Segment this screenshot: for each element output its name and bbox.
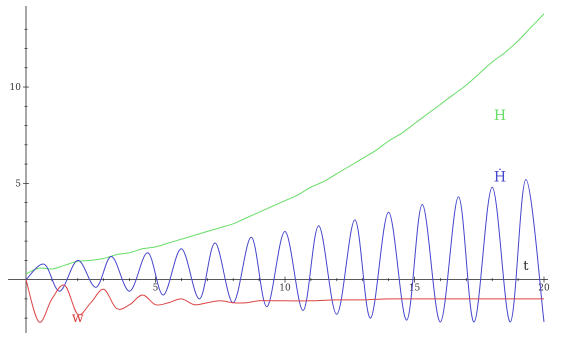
series-lines — [25, 13, 545, 323]
axes — [8, 6, 548, 333]
x-tick-label: 5 — [153, 284, 159, 294]
curve-labels: H Ḣw t — [72, 108, 529, 326]
series-line-h — [25, 13, 545, 275]
ticks: 5 10 15 20 5 10 — [10, 28, 550, 319]
x-tick-label: 20 — [538, 284, 550, 294]
x-tick-label: 15 — [409, 284, 421, 294]
curve-label: Ḣ — [494, 167, 506, 185]
x-tick-label: 10 — [279, 284, 291, 294]
y-tick-label: 5 — [15, 179, 21, 189]
curve-label: w — [72, 310, 84, 326]
x-axis-variable-label: t — [523, 259, 529, 274]
series-line-hdot — [25, 178, 545, 323]
series-line-w — [25, 279, 544, 323]
curve-label: H — [494, 108, 506, 124]
y-tick-label: 10 — [10, 83, 22, 93]
